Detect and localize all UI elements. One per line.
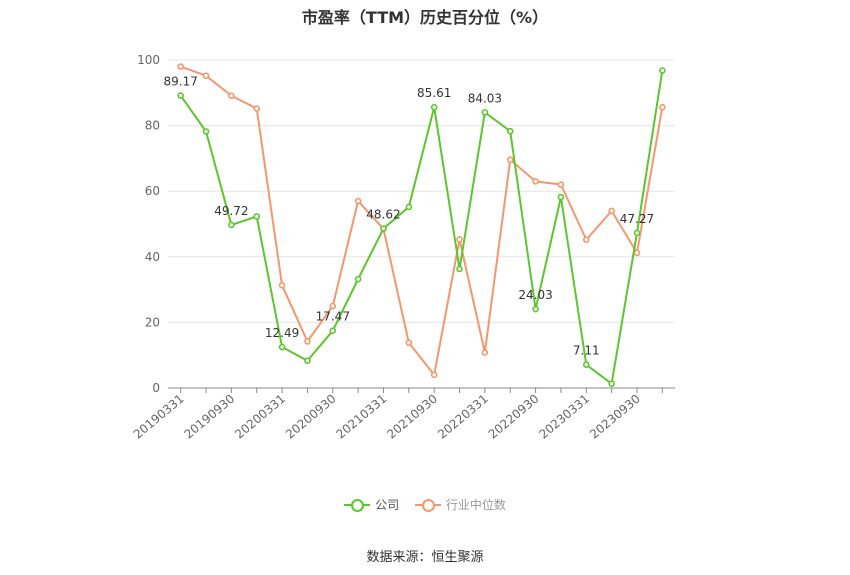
chart-legend: 公司 行业中位数 [0,496,850,515]
data-point-industry-median [659,103,666,111]
data-point-company [659,67,666,74]
data-point-industry-median [456,236,463,243]
data-point-company [177,92,184,99]
data-label: 49.72 [214,204,248,218]
data-point-company [253,213,261,220]
data-label: 89.17 [163,75,197,89]
x-tick-label: 20190930 [182,392,238,442]
data-point-company [354,275,362,283]
data-point-company [456,265,463,273]
data-point-industry-median [430,371,438,379]
x-tick-label: 20230930 [587,392,643,442]
y-tick-label: 20 [145,315,160,329]
data-point-company [228,221,235,229]
data-point-industry-median [253,105,261,112]
legend-item-industry-median[interactable]: 行业中位数 [414,496,506,513]
data-point-industry-median [177,63,184,70]
data-label: 48.62 [366,208,400,222]
legend-label-industry-median: 行业中位数 [445,498,506,512]
data-label: 7.11 [573,344,600,358]
data-point-company [405,203,413,211]
data-point-industry-median [506,156,514,164]
data-point-company [430,103,438,111]
data-point-industry-median [278,282,286,289]
data-point-industry-median [532,178,539,185]
x-tick-label: 20230331 [536,392,592,442]
data-label: 84.03 [468,91,502,105]
y-tick-label: 60 [145,184,160,198]
data-point-industry-median [304,338,311,345]
data-point-company [481,109,489,116]
legend-item-company[interactable]: 公司 [344,496,399,513]
x-tick-label: 20200930 [283,392,339,442]
x-tick-label: 20220930 [486,392,542,442]
y-tick-label: 80 [145,119,160,133]
x-tick-label: 20210331 [334,392,390,442]
x-tick-label: 20190331 [131,392,187,442]
data-point-company [506,127,514,135]
x-tick-label: 20200331 [232,392,288,442]
data-label: 47.27 [620,212,654,226]
data-point-industry-median [557,181,565,188]
data-point-industry-median [202,72,210,80]
data-point-industry-median [582,236,590,244]
data-label: 85.61 [417,86,451,100]
data-point-company [329,327,337,334]
data-point-industry-median [633,249,641,257]
legend-swatch-company [344,498,371,512]
data-point-industry-median [608,207,615,215]
series-line-company [179,70,664,385]
y-tick-label: 40 [145,250,160,264]
source-note: 数据来源：恒生聚源 [366,550,484,565]
legend-swatch-industry-median [414,498,441,512]
data-point-company [582,361,590,368]
y-tick-label: 100 [137,53,160,67]
data-point-company [532,305,539,313]
data-point-company [557,193,565,201]
data-point-company [304,357,311,365]
x-tick-label: 20210930 [384,392,440,442]
data-point-company [380,225,387,232]
data-point-industry-median [228,92,235,100]
chart-title: 市盈率（TTM）历史百分位（%） [301,8,549,27]
y-tick-label: 0 [152,381,160,395]
data-point-company [633,229,641,237]
data-label: 17.47 [316,310,350,324]
legend-label-company: 公司 [375,498,400,512]
series-line-industry-median [180,65,664,376]
data-point-industry-median [481,349,489,356]
x-tick-label: 20220331 [435,392,491,442]
data-label: 24.03 [518,288,552,302]
data-point-industry-median [354,197,362,205]
data-point-company [278,343,286,351]
data-point-industry-median [329,302,337,310]
data-point-company [202,128,210,135]
data-point-company [608,380,615,388]
data-point-industry-median [405,339,413,347]
data-label: 12.49 [265,326,299,340]
